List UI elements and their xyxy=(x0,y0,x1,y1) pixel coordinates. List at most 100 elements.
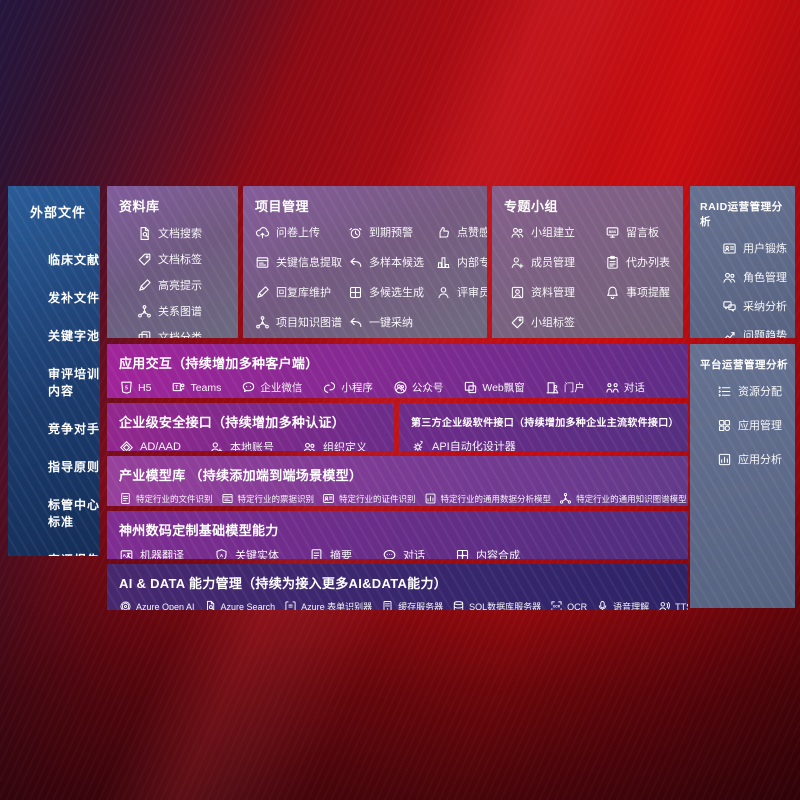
feature-web-window: Web飘窗 xyxy=(463,380,525,395)
feature-label: 文档标签 xyxy=(158,254,202,266)
alarm-icon xyxy=(348,225,363,240)
feature-label: 门户 xyxy=(563,382,585,394)
band-industry: 产业模型库 （持续添加端到端场景模型） 特定行业的文件识别 特定行业的票据识别 特定行… xyxy=(107,456,688,506)
feature-reply: 多样本候选 xyxy=(348,254,430,270)
feature-alarm: 到期预警 xyxy=(348,224,430,240)
feature-ocr: OCR xyxy=(550,600,587,610)
feature-label: 留言板 xyxy=(626,227,659,239)
feature-summary: 摘要 xyxy=(309,547,352,559)
band-title: 神州数码定制基础模型能力 xyxy=(119,523,279,538)
feature-label: 特定行业的票据识别 xyxy=(237,493,315,504)
translate-icon xyxy=(119,548,134,560)
feature-reply: 一键采纳 xyxy=(348,314,430,330)
band-interaction: 应用交互（持续增加多种客户端） H5 Teams 企业微信 小程序 公众号 Web飘窗 门户 对… xyxy=(107,344,688,398)
feature-label: 一键采纳 xyxy=(369,317,413,329)
panel-columns: 资源分配 应用管理 应用分析 xyxy=(690,383,795,467)
feature-people: 角色管理 xyxy=(722,269,787,285)
feature-label: 资料管理 xyxy=(531,287,575,299)
feature-azure-form: Azure 表单识别器 xyxy=(284,600,372,610)
feature-speech: 语音理解 xyxy=(596,600,649,610)
band-title: 企业级安全接口（持续增加多种认证） xyxy=(119,415,346,430)
feature-chat-dots: 对话 xyxy=(382,547,425,559)
teams-icon xyxy=(171,380,186,395)
feature-label: 公众号 xyxy=(411,382,444,394)
feature-label: 角色管理 xyxy=(743,272,787,284)
feature-pen: 回复库维护 xyxy=(255,284,342,300)
feature-chart-box: 应用分析 xyxy=(717,451,782,467)
panel-title: 平台运营管理分析 xyxy=(700,359,788,371)
panel-column: 点赞感谢内部专家排名评审员画像 xyxy=(436,224,487,330)
band-items: 特定行业的文件识别 特定行业的票据识别 特定行业的证件识别 特定行业的通用数据分析模型… xyxy=(119,492,688,505)
panel-raid: RAID运营管理分析 用户锻炼 角色管理 采纳分析 问题趋势 xyxy=(690,186,795,338)
trend-icon xyxy=(722,328,737,339)
azure-form-icon xyxy=(284,600,297,610)
feature-person: 评审员画像 xyxy=(436,284,487,300)
panel-title: 资料库 xyxy=(119,199,160,214)
diamond-icon xyxy=(119,440,134,452)
feature-bbs: 留言板 xyxy=(605,224,670,240)
feature-grid-plus: 多候选生成 xyxy=(348,284,430,300)
feature-label: 缓存服务器 xyxy=(398,602,444,610)
panel-column: 文档搜索文档标签高亮提示关系图谱文档分类 xyxy=(137,225,202,338)
feature-id-card: 特定行业的证件识别 xyxy=(322,492,416,505)
panel-columns: 问卷上传 关键信息提取 回复库维护 项目知识图谱 到期预警 多样本候选 多候选生成 一键采纳点… xyxy=(243,224,487,330)
clipboard-icon xyxy=(605,255,620,270)
feature-label: 采纳分析 xyxy=(743,301,787,313)
feature-label: 特定行业的文件识别 xyxy=(136,493,213,504)
sidebar-item: 审评报告 xyxy=(48,551,100,556)
feature-label: 特定行业的证件识别 xyxy=(339,493,416,504)
apps-icon xyxy=(717,418,732,433)
feature-doc-search: 文档搜索 xyxy=(137,225,202,241)
wechat-work-icon xyxy=(241,380,256,395)
feature-thumb: 点赞感谢 xyxy=(436,224,487,240)
sidebar-item: 审评培训内容 xyxy=(48,367,100,398)
sidebar-title: 外部文件 xyxy=(30,205,87,220)
band-items: AD/AAD 本地账号 组织定义 xyxy=(119,439,394,451)
feature-label: Web飘窗 xyxy=(482,382,525,394)
speech-icon xyxy=(596,600,609,610)
feature-tag: 小组标签 xyxy=(510,314,592,330)
gear-api-icon xyxy=(411,439,426,452)
sql-db-icon xyxy=(452,600,465,610)
bbs-icon xyxy=(605,225,620,240)
feature-label: 高亮提示 xyxy=(158,280,202,292)
feature-server: 缓存服务器 xyxy=(381,600,443,610)
feature-summary: 特定行业的文件识别 xyxy=(119,492,213,505)
feature-label: OCR xyxy=(567,601,588,611)
feature-label: 对话 xyxy=(403,550,425,559)
id-card-icon xyxy=(722,241,737,256)
feature-label: 代办列表 xyxy=(626,257,670,269)
band-dcits: 神州数码定制基础模型能力 机器翻译 关键实体 摘要 对话 内容合成 xyxy=(107,511,688,559)
feature-openai: Azure Open AI xyxy=(119,600,195,610)
feature-label: 到期预警 xyxy=(369,227,413,239)
chart-box-icon xyxy=(717,452,732,467)
band-aidata: AI & DATA 能力管理（持续为接入更多AI&DATA能力） Azure Op… xyxy=(107,564,688,610)
feature-label: 特定行业的通用数据分析模型 xyxy=(440,493,552,504)
html5-icon xyxy=(119,380,134,395)
cloud-up-icon xyxy=(255,225,270,240)
feature-docs: 文档分类 xyxy=(137,329,202,338)
person-plus-icon xyxy=(510,255,525,270)
feature-teams: Teams xyxy=(171,380,221,395)
feature-people: 组织定义 xyxy=(302,439,367,451)
feature-podium: 内部专家排名 xyxy=(436,254,487,270)
panel-groups: 专题小组 小组建立 成员管理 资料管理 小组标签 留言板 代办列表 事项提醒 xyxy=(492,186,683,338)
feature-portal: 门户 xyxy=(545,380,585,395)
feature-puzzle: 内容合成 xyxy=(455,547,520,559)
feature-label: Azure 表单识别器 xyxy=(301,602,373,610)
panel-column: 留言板 代办列表 事项提醒 xyxy=(605,224,670,330)
band-title: 产业模型库 （持续添加端到端场景模型） xyxy=(119,468,363,483)
puzzle-icon xyxy=(455,548,470,560)
feature-label: 语音理解 xyxy=(613,602,650,610)
band-items: H5 Teams 企业微信 小程序 公众号 Web飘窗 门户 对话 xyxy=(119,380,688,395)
form-icon xyxy=(255,255,270,270)
feature-label: 关系图谱 xyxy=(158,306,202,318)
thumb-icon xyxy=(436,225,451,240)
id-card-icon xyxy=(322,492,335,505)
panel-column: 到期预警多样本候选多候选生成一键采纳 xyxy=(348,224,430,330)
chat-dots-icon xyxy=(382,548,397,560)
feature-gzh: 公众号 xyxy=(393,380,444,395)
feature-tts: TTS xyxy=(658,600,688,610)
tag-icon xyxy=(137,252,152,267)
feature-label: 文档搜索 xyxy=(158,228,202,240)
